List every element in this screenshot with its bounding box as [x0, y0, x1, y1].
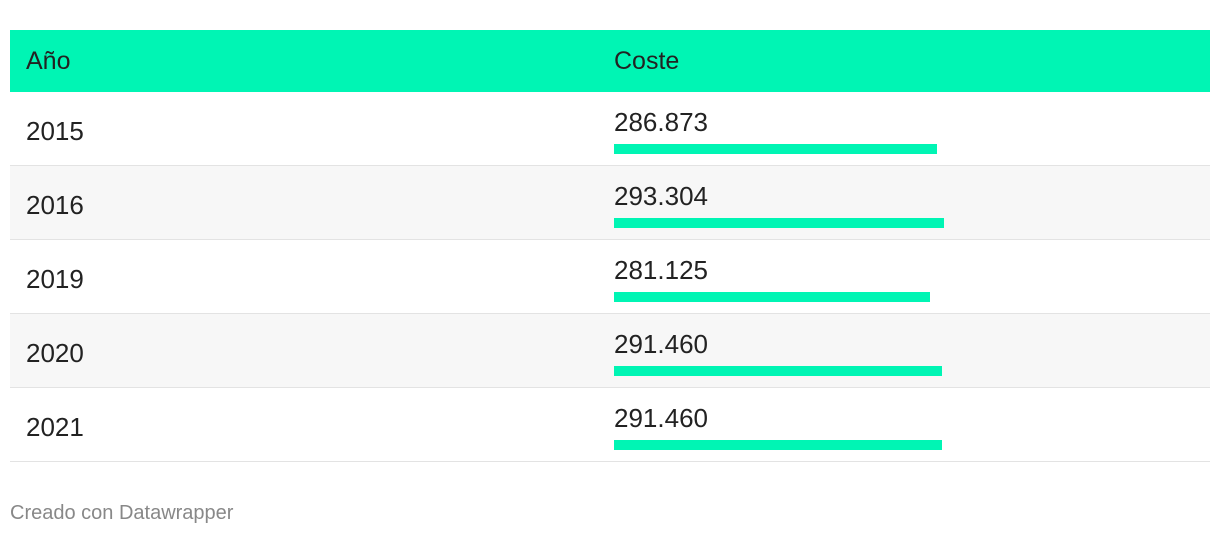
- header-row: Año Coste: [10, 30, 1210, 92]
- table-row: 2019 281.125: [10, 240, 1210, 314]
- cost-bar: [614, 366, 942, 376]
- year-cell: 2019: [26, 264, 84, 294]
- cost-bar: [614, 144, 937, 154]
- year-cell: 2020: [26, 338, 84, 368]
- year-cell: 2015: [26, 116, 84, 146]
- cost-label: 293.304: [614, 181, 708, 211]
- cost-bar: [614, 292, 931, 302]
- cost-label: 291.460: [614, 329, 708, 359]
- cost-label: 281.125: [614, 255, 708, 285]
- footer: Creado con Datawrapper: [10, 502, 234, 524]
- cost-label: 286.873: [614, 107, 708, 137]
- table-row: 2016 293.304: [10, 166, 1210, 240]
- table-row: 2020 291.460: [10, 314, 1210, 388]
- cost-bar: [614, 218, 944, 228]
- header-cell: Coste: [614, 47, 680, 75]
- year-cell: 2021: [26, 412, 84, 442]
- cost-bar: [614, 440, 942, 450]
- cost-label: 291.460: [614, 403, 708, 433]
- table-row: 2021 291.460: [10, 388, 1210, 462]
- header-cell: Año: [26, 47, 71, 75]
- table-row: 2015 286.873: [10, 92, 1210, 166]
- year-cell: 2016: [26, 190, 84, 220]
